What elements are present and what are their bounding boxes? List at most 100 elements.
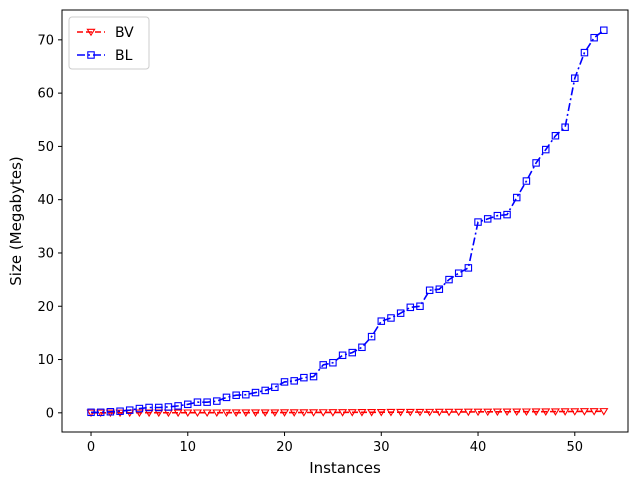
x-axis-label: Instances — [309, 459, 381, 477]
data-point-bl — [203, 398, 211, 406]
axes-frame — [61, 9, 629, 433]
data-point-bl — [135, 404, 144, 413]
legend-item-bl: BL — [77, 48, 133, 64]
data-point-bv — [386, 408, 396, 417]
y-tick-label: 50 — [37, 140, 54, 155]
data-point-bv — [289, 409, 299, 417]
data-point-bv — [154, 409, 164, 418]
data-point-bl — [348, 348, 357, 357]
data-point-bv — [531, 408, 541, 416]
data-point-bl — [454, 269, 463, 277]
data-point-bl — [396, 309, 405, 317]
data-point-bv — [134, 409, 144, 418]
legend-label: BL — [115, 48, 133, 64]
data-point-bl — [213, 397, 221, 405]
data-point-bv — [308, 409, 319, 417]
data-point-bv — [260, 409, 270, 417]
data-point-bl — [232, 391, 240, 399]
data-point-bl — [445, 275, 453, 284]
data-point-bv — [231, 409, 241, 417]
data-point-bv — [473, 408, 483, 417]
data-point-bl — [387, 314, 395, 322]
data-point-bl — [522, 177, 531, 185]
data-point-bv — [241, 409, 251, 417]
data-point-bv — [492, 408, 502, 417]
data-point-bl — [435, 285, 444, 293]
data-point-bv — [415, 408, 425, 417]
data-point-bl — [251, 388, 260, 397]
data-point-bv — [502, 408, 512, 417]
data-point-bv — [454, 408, 464, 417]
data-point-bv — [338, 409, 348, 417]
data-point-bv — [396, 408, 406, 417]
data-point-bv — [202, 409, 212, 418]
y-tick-label: 70 — [37, 33, 54, 48]
data-point-bv — [115, 409, 125, 418]
data-point-bv — [367, 409, 377, 417]
data-point-bl — [125, 406, 134, 414]
data-point-bv — [512, 408, 522, 417]
data-point-bv — [599, 408, 609, 416]
axis-ticks: 0 10 20 30 40 50 0 10 20 30 40 50 60 70 — [37, 33, 583, 455]
data-point-bl — [590, 33, 598, 42]
data-point-bl — [261, 386, 269, 395]
data-point-bl — [145, 403, 153, 412]
x-tick-label: 30 — [373, 440, 390, 455]
data-point-bv — [105, 409, 115, 418]
x-tick-label: 50 — [567, 440, 584, 455]
data-point-bv — [570, 408, 580, 416]
data-point-bl — [96, 408, 105, 417]
data-point-bv — [521, 408, 531, 417]
y-tick-label: 10 — [37, 353, 54, 368]
data-point-bl — [377, 317, 386, 325]
y-axis-label: Size (Megabytes) — [7, 156, 25, 285]
data-point-bv — [318, 409, 328, 417]
data-point-bl — [580, 48, 589, 57]
data-point-bl — [503, 210, 511, 219]
data-point-bv — [347, 409, 357, 417]
data-point-bv — [483, 408, 493, 417]
data-point-bv — [183, 409, 193, 418]
data-point-bl — [358, 343, 366, 352]
data-point-bl — [416, 302, 424, 311]
series-bl — [87, 26, 608, 417]
data-point-bv — [434, 408, 444, 417]
data-point-bl — [106, 408, 115, 416]
y-tick-label: 60 — [37, 87, 54, 102]
data-point-bv — [560, 408, 570, 416]
data-point-bv — [144, 409, 154, 418]
data-point-bv — [357, 409, 367, 417]
data-point-bv — [212, 409, 222, 418]
data-point-bl — [87, 408, 95, 417]
legend-label: BV — [115, 25, 134, 41]
y-tick-label: 0 — [46, 406, 54, 421]
data-point-bv — [270, 409, 280, 417]
data-point-bl — [551, 131, 560, 140]
data-point-bl — [155, 403, 163, 412]
data-point-bl — [193, 398, 202, 406]
x-tick-label: 0 — [87, 440, 95, 455]
data-point-bv — [192, 409, 203, 418]
data-point-bl — [242, 390, 250, 399]
data-point-bl — [542, 145, 550, 154]
data-point-bv — [425, 408, 435, 417]
data-point-bv — [376, 408, 386, 417]
data-point-bl — [329, 358, 337, 367]
data-point-bl — [474, 218, 482, 226]
data-point-bl — [290, 377, 298, 385]
plot-area — [86, 26, 609, 418]
data-point-bl — [406, 303, 415, 312]
data-point-bv — [279, 409, 290, 417]
legend-marker-bl — [87, 51, 95, 59]
data-point-bv — [405, 408, 415, 417]
y-tick-label: 20 — [37, 300, 54, 315]
data-point-bl — [271, 383, 279, 391]
data-point-bl — [116, 407, 124, 415]
data-point-bl — [338, 351, 347, 360]
data-point-bl — [300, 373, 308, 382]
legend-marker-bv — [86, 28, 96, 37]
data-point-bl — [280, 378, 289, 386]
data-point-bv — [328, 409, 338, 417]
